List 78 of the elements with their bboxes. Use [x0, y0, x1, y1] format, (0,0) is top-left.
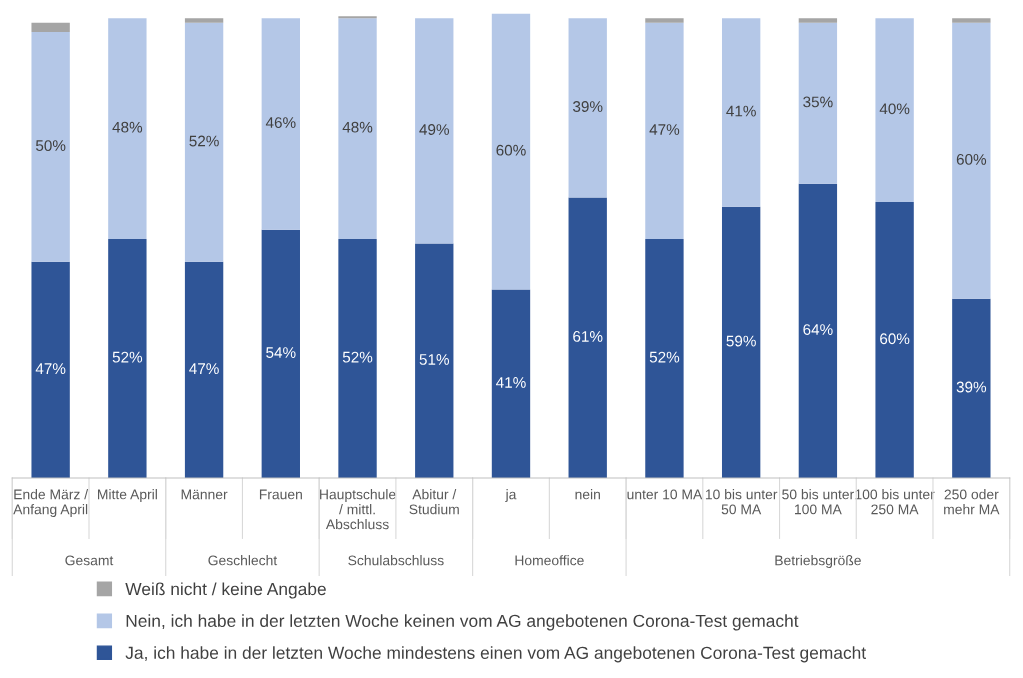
- data-label: 59%: [726, 335, 756, 347]
- x-tick-label: Frauen: [259, 489, 302, 500]
- bar: [952, 22, 991, 299]
- text: Geschlecht: [208, 555, 278, 566]
- x-tick-label: Ende März / Anfang April: [13, 489, 89, 518]
- data-label: 60%: [496, 144, 526, 156]
- legend-label: Ja, ich habe in der letzten Woche mindestens einen vom AG angebotenen Corona-Test gemacht: [125, 646, 866, 663]
- bar: [645, 22, 684, 239]
- data-label: 51%: [419, 354, 450, 365]
- x-tick-label: 50 bis unter 100 MA: [782, 489, 854, 515]
- x-tick-label: Abitur / Studium: [409, 489, 459, 515]
- bar: [952, 18, 991, 23]
- data-label: 35%: [803, 96, 833, 108]
- bar: [31, 31, 70, 262]
- bar: [184, 18, 224, 23]
- bar: [184, 22, 224, 262]
- data-label: 64%: [803, 324, 833, 335]
- data-label: 52%: [649, 351, 680, 363]
- bar: [645, 238, 684, 478]
- data-label: 48%: [112, 121, 143, 133]
- x-tick-label: nein: [575, 489, 600, 500]
- bar: [645, 18, 684, 23]
- legend-label: Weiß nicht / keine Angabe: [125, 582, 326, 599]
- bar: [184, 261, 224, 478]
- data-label: 61%: [573, 331, 603, 342]
- data-label: 52%: [112, 351, 143, 363]
- bar: [338, 18, 377, 239]
- bar: [108, 18, 147, 239]
- bar: [338, 238, 377, 478]
- bar: [491, 289, 531, 478]
- x-tick-label: 10 bis unter 50 MA: [705, 489, 778, 515]
- bar: [31, 22, 70, 32]
- bar: [108, 238, 147, 478]
- bar: [415, 243, 454, 478]
- data-label: 47%: [649, 124, 680, 135]
- x-tick-label: Mitte April: [98, 489, 157, 503]
- bar: [875, 202, 914, 478]
- data-label: 39%: [573, 101, 603, 112]
- text: Homeoffice: [515, 555, 584, 566]
- x-tick-label: 100 bis unter 250 MA: [855, 489, 935, 515]
- data-label: 54%: [266, 347, 296, 358]
- data-label: 48%: [342, 121, 373, 133]
- data-label: 52%: [342, 351, 373, 363]
- text: Gesamt: [65, 555, 114, 566]
- bar: [798, 22, 838, 184]
- bar: [721, 18, 761, 207]
- bar: [491, 13, 531, 290]
- data-label: 40%: [879, 103, 910, 115]
- bar: [261, 229, 300, 478]
- data-label: 46%: [265, 117, 296, 129]
- bar: [721, 206, 761, 478]
- x-tick-label: Männer: [181, 489, 228, 500]
- data-label: 47%: [189, 363, 219, 374]
- legend-label: Nein, ich habe in der letzten Woche keinen vom AG angebotenen Corona-Test gemacht: [126, 614, 799, 631]
- bar: [798, 183, 838, 478]
- data-label: 49%: [419, 124, 450, 135]
- x-tick-label: Hauptschule / mittl. Abschluss: [320, 489, 396, 530]
- data-label: 52%: [189, 135, 219, 147]
- data-label: 50%: [35, 140, 66, 152]
- bar: [798, 18, 838, 23]
- data-label: 41%: [726, 105, 756, 117]
- bar: [261, 18, 300, 230]
- bar: [952, 298, 991, 478]
- x-tick-label: 250 oder mehr MA: [944, 489, 1000, 515]
- data-label: 47%: [35, 363, 66, 374]
- bar: [568, 197, 607, 478]
- bar: [31, 261, 70, 478]
- bar: [415, 18, 454, 244]
- text: Betriebsgröße: [775, 555, 861, 569]
- bar: [568, 18, 607, 198]
- x-tick-label: ja: [505, 489, 517, 503]
- data-label: 41%: [496, 377, 526, 388]
- data-label: 60%: [956, 153, 987, 165]
- data-label: 39%: [956, 381, 987, 393]
- data-label: 60%: [880, 333, 910, 345]
- text: Schulabschluss: [348, 555, 444, 566]
- x-tick-label: unter 10 MA: [627, 489, 703, 500]
- bar: [875, 18, 914, 203]
